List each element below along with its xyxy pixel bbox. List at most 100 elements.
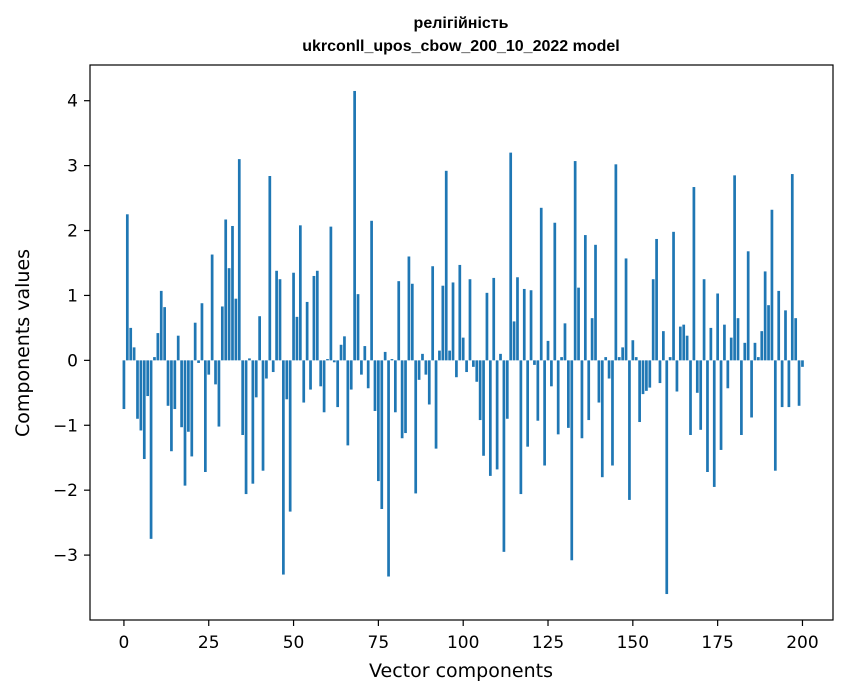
bars-group (122, 90, 804, 595)
bar-108 (488, 360, 492, 476)
bar-52 (298, 225, 302, 361)
bar-122 (536, 360, 540, 421)
bar-150 (631, 340, 635, 361)
bar-19 (187, 360, 190, 432)
bar-196 (787, 360, 791, 408)
y-tick-label: 4 (67, 92, 78, 112)
bar-136 (583, 235, 587, 361)
bar-61 (329, 226, 333, 361)
bar-115 (512, 321, 516, 361)
bar-73 (370, 220, 373, 361)
bar-159 (662, 331, 665, 361)
bar-190 (767, 305, 770, 361)
bar-22 (197, 360, 200, 363)
bar-110 (495, 360, 499, 470)
y-tick-label: 0 (67, 351, 78, 371)
x-tick-label: 25 (198, 633, 220, 653)
x-tick-label: 175 (701, 633, 733, 653)
bar-6 (142, 360, 146, 460)
bar-64 (339, 344, 343, 361)
bar-95 (444, 170, 448, 361)
bar-40 (258, 316, 261, 361)
bar-31 (227, 268, 231, 361)
bar-191 (770, 209, 774, 361)
bar-46 (278, 279, 282, 361)
chart-title-line1: релігійність (414, 15, 509, 32)
x-axis-ticks: 0 25 50 75 100 125 150 175 200 (119, 620, 819, 653)
bar-187 (757, 357, 760, 361)
y-tick-label: 2 (67, 222, 78, 242)
bar-103 (472, 360, 475, 367)
bar-182 (740, 360, 743, 435)
bar-0 (122, 360, 126, 410)
bar-105 (478, 360, 482, 421)
bar-158 (658, 360, 662, 384)
x-tick-label: 0 (119, 633, 130, 653)
x-tick-label: 150 (617, 633, 649, 653)
bar-195 (784, 310, 787, 361)
x-axis-label: Vector components (369, 660, 553, 682)
bar-155 (648, 360, 652, 388)
bar-161 (668, 357, 672, 361)
bar-25 (207, 360, 211, 375)
bar-71 (363, 346, 367, 361)
bar-176 (719, 360, 723, 450)
bar-1 (125, 214, 129, 361)
bar-50 (292, 272, 295, 361)
bar-13 (166, 360, 170, 406)
bar-181 (736, 318, 740, 361)
bar-140 (597, 360, 601, 403)
bar-166 (685, 335, 689, 361)
bar-7 (146, 360, 150, 397)
bar-48 (285, 360, 289, 400)
bar-147 (621, 347, 625, 361)
bar-54 (305, 301, 309, 361)
bar-165 (682, 324, 686, 361)
bar-38 (251, 360, 255, 484)
bar-8 (149, 360, 153, 539)
bar-189 (763, 271, 767, 361)
bar-18 (183, 360, 187, 486)
bar-11 (159, 290, 163, 361)
bar-43 (268, 176, 272, 361)
bar-80 (393, 360, 397, 413)
x-tick-label: 50 (283, 633, 305, 653)
bar-183 (743, 342, 747, 361)
bar-59 (322, 360, 326, 413)
y-tick-label: 1 (67, 286, 78, 306)
bar-97 (451, 282, 455, 361)
bar-83 (404, 360, 407, 434)
bar-128 (556, 360, 560, 435)
bar-135 (580, 360, 584, 439)
bar-67 (349, 360, 353, 390)
bar-69 (356, 294, 360, 361)
bar-23 (200, 303, 204, 361)
bar-153 (641, 360, 645, 395)
bar-117 (519, 360, 523, 495)
bar-62 (332, 360, 336, 363)
bar-42 (265, 360, 268, 379)
bar-82 (400, 360, 404, 439)
bar-173 (709, 327, 713, 361)
bar-184 (746, 251, 750, 361)
bar-68 (353, 90, 356, 361)
bar-139 (594, 244, 597, 361)
bar-192 (773, 360, 777, 471)
bar-142 (604, 357, 608, 361)
bar-162 (672, 231, 675, 361)
bar-143 (607, 360, 611, 379)
bar-179 (729, 337, 733, 361)
bar-133 (573, 161, 577, 361)
bar-65 (343, 336, 346, 361)
bar-178 (726, 360, 730, 389)
bar-45 (275, 270, 278, 361)
bar-200 (801, 360, 804, 367)
bar-171 (702, 279, 706, 361)
bar-164 (678, 326, 682, 361)
bar-81 (397, 281, 401, 361)
bar-170 (699, 360, 703, 430)
bar-102 (468, 279, 472, 361)
bar-91 (431, 266, 435, 361)
y-tick-label: −1 (53, 416, 78, 436)
